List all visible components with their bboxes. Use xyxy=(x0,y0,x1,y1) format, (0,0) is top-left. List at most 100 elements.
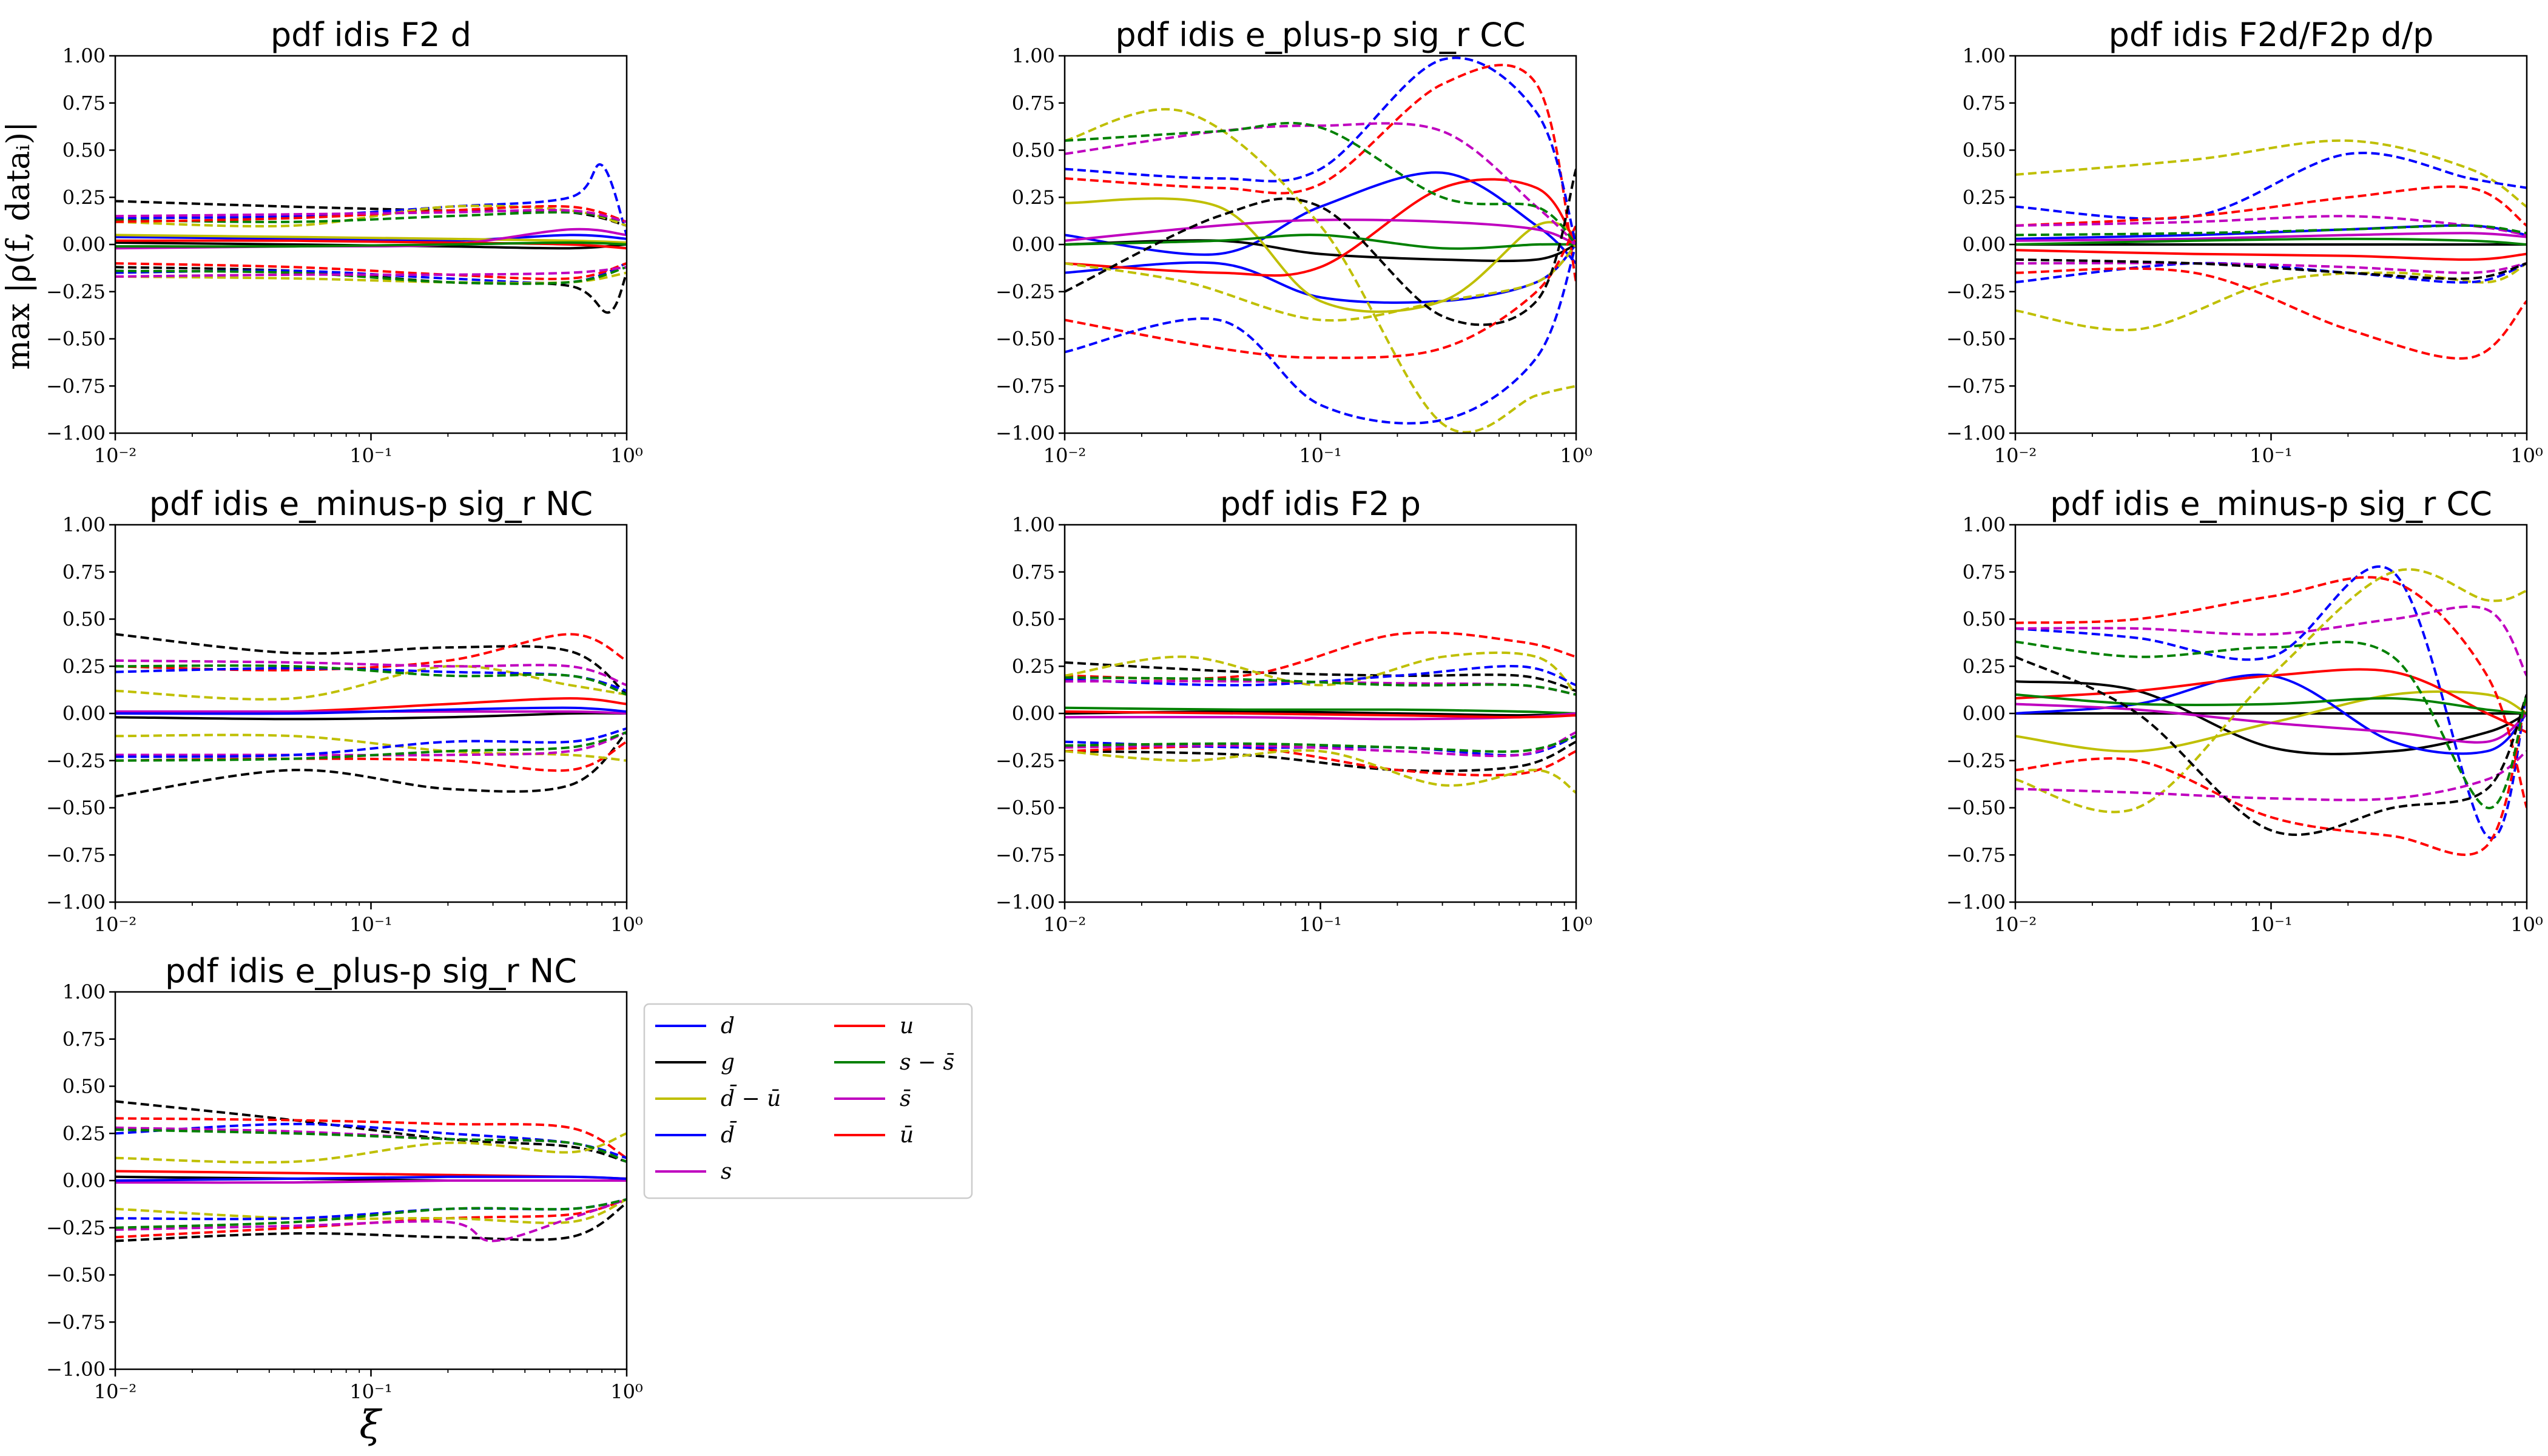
x-tick-label: 10⁻¹ xyxy=(2250,913,2292,936)
x-tick-label: 10⁰ xyxy=(1560,913,1592,936)
y-tick-label: 0.50 xyxy=(1012,608,1055,631)
panel-title: pdf idis e_plus-p sig_r CC xyxy=(1115,16,1525,54)
y-tick-label: −0.50 xyxy=(1946,797,2006,820)
y-tick-label: 1.00 xyxy=(1012,44,1055,67)
legend-box xyxy=(643,1003,973,1199)
y-tick-label: 0.25 xyxy=(62,655,106,678)
series-line-16 xyxy=(1065,735,1576,753)
series-line-8 xyxy=(2015,568,2527,814)
legend: dg d̄ − ū d̄ s u s − s̄ s̄ ū xyxy=(643,1003,973,1199)
figure-xlabel: ξ xyxy=(359,1403,382,1448)
series-line-15 xyxy=(115,204,627,223)
legend-item: s̄ xyxy=(834,1087,911,1111)
x-tick-label: 10⁻² xyxy=(94,1380,136,1403)
panel-3: pdf idis F2d/F2p d/p 1.00 0.75 0.50 0.25 0.00… xyxy=(1946,16,2543,467)
series-line-9 xyxy=(1065,224,1576,359)
legend-label: ū xyxy=(900,1123,914,1148)
x-tick-label: 10⁰ xyxy=(610,1380,643,1403)
series-line-10 xyxy=(1065,56,1576,245)
y-tick-label: 0.50 xyxy=(62,1075,106,1098)
panel-title: pdf idis e_plus-p sig_r NC xyxy=(165,952,577,990)
x-tick-label: 10⁻¹ xyxy=(1299,913,1341,936)
y-tick-label: −0.25 xyxy=(1946,749,2006,772)
series-line-12 xyxy=(1065,108,1576,433)
series-line-11 xyxy=(1065,244,1576,425)
panel-title: pdf idis F2 d xyxy=(271,16,471,54)
series-line-13 xyxy=(2015,750,2527,801)
series-line-9 xyxy=(115,664,627,701)
x-tick-label: 10⁻² xyxy=(1043,913,1086,936)
series-line-5 xyxy=(2015,237,2527,246)
legend-item: g xyxy=(655,1050,735,1075)
y-tick-label: −0.25 xyxy=(996,280,1055,303)
y-tick-label: 0.25 xyxy=(1012,186,1055,209)
series-line-4 xyxy=(2015,673,2527,755)
series-line-14 xyxy=(115,727,627,758)
y-tick-label: 0.50 xyxy=(62,139,106,162)
y-tick-label: 1.00 xyxy=(62,513,106,536)
series-line-7 xyxy=(2015,693,2527,715)
series-line-4 xyxy=(2015,232,2527,242)
x-tick-label: 10⁻² xyxy=(1994,913,2037,936)
x-tick-label: 10⁻² xyxy=(1043,444,1086,467)
legend-label: d̄ − ū xyxy=(721,1085,781,1111)
y-tick-label: 0.50 xyxy=(62,608,106,631)
series-line-4 xyxy=(115,706,627,715)
y-tick-label: 1.00 xyxy=(1963,44,2006,67)
y-tick-label: −0.75 xyxy=(1946,843,2006,866)
y-tick-label: −0.75 xyxy=(46,1310,106,1333)
legend-label: s − s̄ xyxy=(900,1050,954,1075)
series-line-11 xyxy=(115,659,627,687)
series-line-4 xyxy=(115,1175,627,1182)
series-line-14 xyxy=(2015,655,2527,836)
x-tick-label: 10⁻¹ xyxy=(1299,444,1341,467)
y-tick-label: 0.25 xyxy=(1963,186,2006,209)
y-tick-label: 0.00 xyxy=(62,1169,106,1192)
series-line-3 xyxy=(1065,239,1576,263)
y-tick-label: 0.75 xyxy=(1012,561,1055,584)
y-tick-label: −0.25 xyxy=(996,749,1055,772)
series-line-6 xyxy=(115,241,627,248)
series-line-1 xyxy=(1065,171,1576,265)
series-line-15 xyxy=(2015,258,2527,280)
panel-5: pdf idis F2 p 1.00 0.75 0.50 0.25 0.00 −0.25 −0… xyxy=(996,485,1592,936)
y-tick-label: −0.50 xyxy=(46,1264,106,1287)
panel-title: pdf idis F2 p xyxy=(1220,485,1421,523)
y-tick-label: 0.50 xyxy=(1963,608,2006,631)
y-tick-label: −0.75 xyxy=(996,843,1055,866)
y-tick-label: 0.50 xyxy=(1012,139,1055,162)
y-tick-label: 0.75 xyxy=(1963,92,2006,115)
series-line-3 xyxy=(2015,690,2527,753)
series-group xyxy=(115,1100,627,1242)
series-line-13 xyxy=(1065,679,1576,696)
panel-title: pdf idis F2d/F2p d/p xyxy=(2109,16,2434,54)
series-line-15 xyxy=(1065,121,1576,246)
series-line-2 xyxy=(2015,224,2527,240)
x-tick-label: 10⁻¹ xyxy=(349,1380,392,1403)
series-line-12 xyxy=(115,271,627,285)
panel-4: pdf idis e_minus-p sig_r NC 1.00 0.75 0.50 0… xyxy=(46,485,643,936)
legend-label: d̄ xyxy=(721,1121,737,1148)
series-line-11 xyxy=(115,204,627,228)
y-tick-label: 0.00 xyxy=(62,233,106,256)
series-line-5 xyxy=(2015,668,2527,733)
y-tick-label: −0.25 xyxy=(46,1216,106,1239)
series-line-9 xyxy=(115,163,627,236)
y-tick-label: −1.00 xyxy=(46,891,106,914)
series-line-16 xyxy=(115,1198,627,1229)
series-group xyxy=(2015,565,2527,856)
x-tick-label: 10⁰ xyxy=(610,913,643,936)
series-line-5 xyxy=(115,1100,627,1163)
series-line-2 xyxy=(1065,243,1576,304)
series-line-16 xyxy=(115,731,627,762)
y-tick-label: 1.00 xyxy=(1012,513,1055,536)
series-line-9 xyxy=(115,1132,627,1164)
y-tick-label: 0.25 xyxy=(62,1122,106,1145)
y-tick-label: −1.00 xyxy=(46,1358,106,1381)
y-tick-label: 0.75 xyxy=(1963,561,2006,584)
series-line-16 xyxy=(115,262,627,280)
panel-title: pdf idis e_minus-p sig_r NC xyxy=(149,485,593,523)
y-tick-label: 0.25 xyxy=(62,186,106,209)
series-line-7 xyxy=(115,200,627,227)
legend-item: d̄ xyxy=(655,1121,737,1148)
